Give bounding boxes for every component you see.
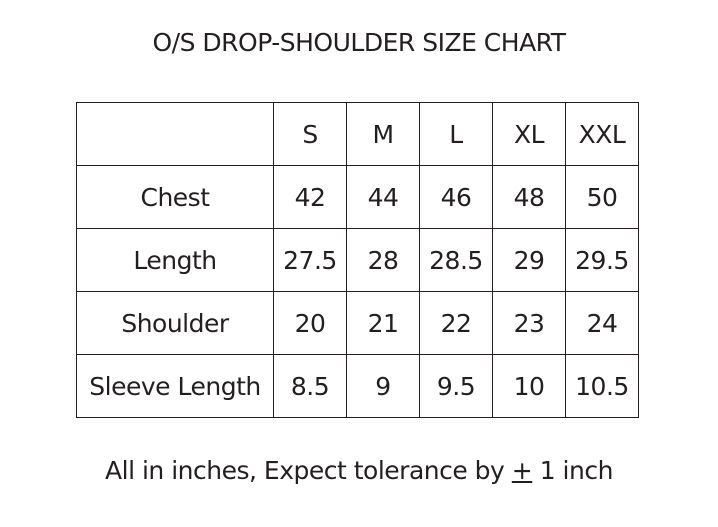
header-size: M [346,102,420,166]
cell: 10 [492,354,566,418]
cell: 28.5 [419,228,493,292]
footer-text-end: 1 inch [532,456,614,485]
row-label: Shoulder [76,291,274,355]
size-table: S M L XL XXL Chest 42 44 46 48 50 Length… [76,102,639,418]
cell: 42 [273,165,347,229]
cell: 29 [492,228,566,292]
header-blank [76,102,274,166]
cell: 48 [492,165,566,229]
plus-minus-symbol: + [511,456,533,485]
header-size: L [419,102,493,166]
footer-text: All in inches, Expect tolerance by [105,456,512,485]
cell: 10.5 [565,354,639,418]
cell: 50 [565,165,639,229]
header-size: S [273,102,347,166]
cell: 23 [492,291,566,355]
cell: 29.5 [565,228,639,292]
cell: 8.5 [273,354,347,418]
table-row: Shoulder 20 21 22 23 24 [76,291,639,355]
table-row: Length 27.5 28 28.5 29 29.5 [76,228,639,292]
table-row: Sleeve Length 8.5 9 9.5 10 10.5 [76,354,639,418]
row-label: Chest [76,165,274,229]
cell: 27.5 [273,228,347,292]
cell: 24 [565,291,639,355]
cell: 22 [419,291,493,355]
row-label: Sleeve Length [76,354,274,418]
table-row: Chest 42 44 46 48 50 [76,165,639,229]
header-size: XXL [565,102,639,166]
cell: 20 [273,291,347,355]
footer-note: All in inches, Expect tolerance by + 1 i… [0,456,718,485]
cell: 28 [346,228,420,292]
cell: 44 [346,165,420,229]
cell: 46 [419,165,493,229]
chart-title: O/S DROP-SHOULDER SIZE CHART [152,28,567,57]
header-size: XL [492,102,566,166]
cell: 21 [346,291,420,355]
row-label: Length [76,228,274,292]
cell: 9 [346,354,420,418]
cell: 9.5 [419,354,493,418]
header-row: S M L XL XXL [76,102,639,166]
